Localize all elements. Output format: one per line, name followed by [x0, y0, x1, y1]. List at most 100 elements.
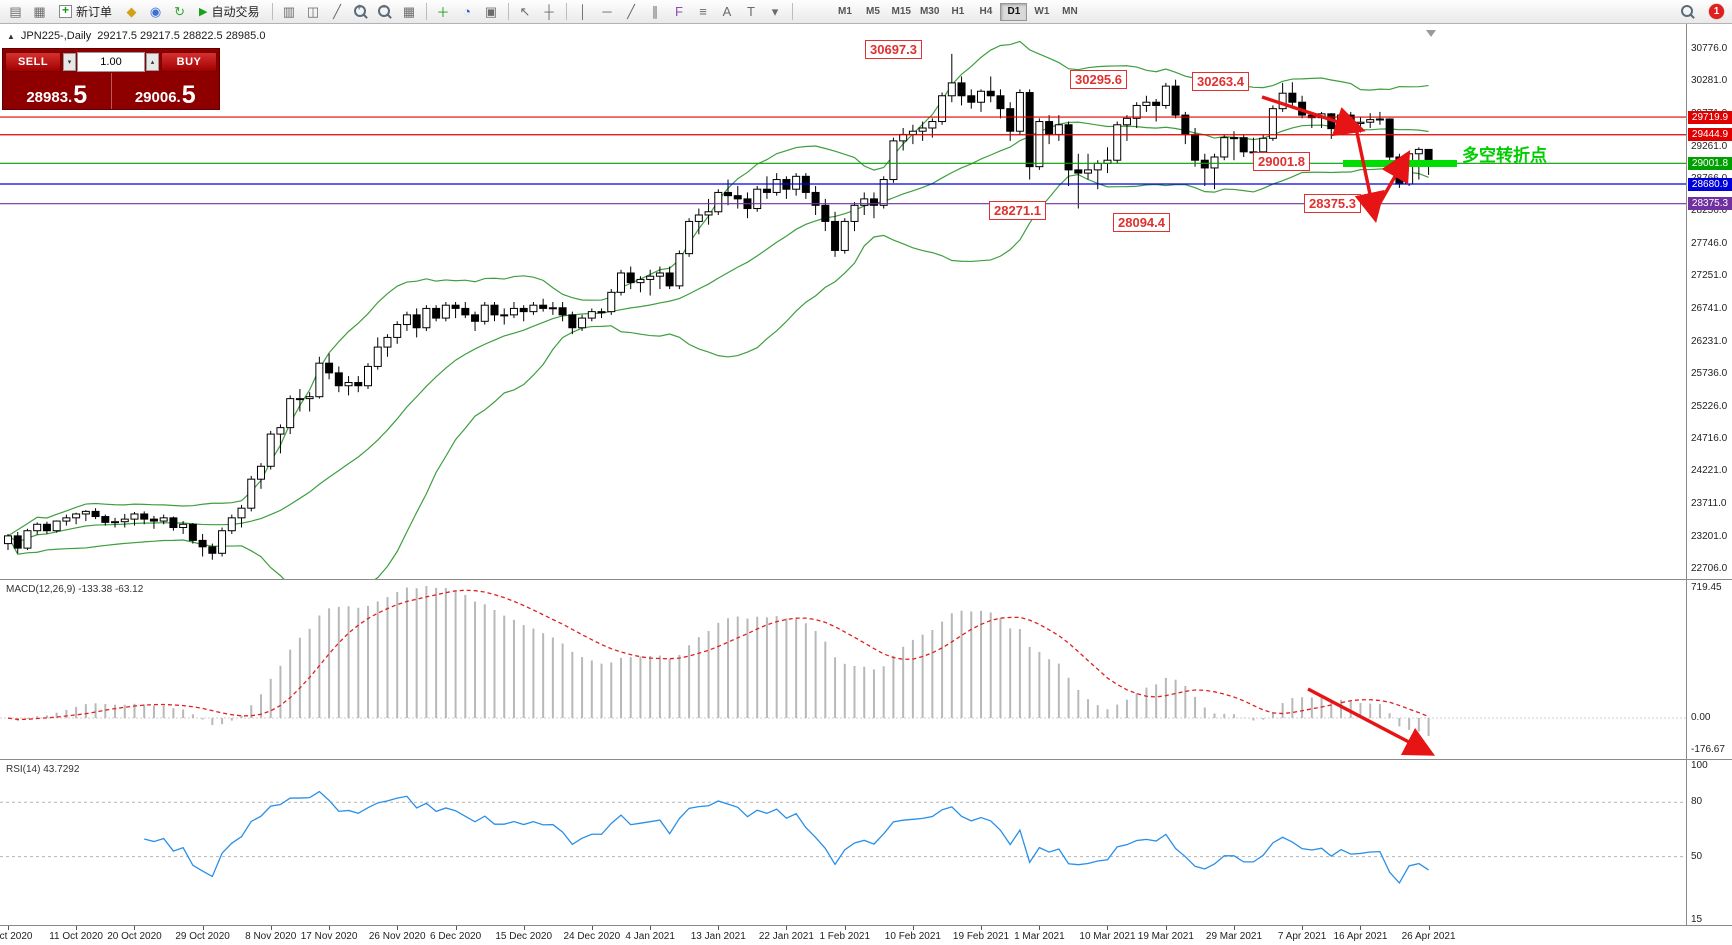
- new-order-label: 新订单: [76, 5, 113, 19]
- macd-label: MACD(12,26,9) -133.38 -63.12: [6, 584, 144, 595]
- price-tag: 28680.9: [1688, 177, 1732, 191]
- date-label: 17 Nov 2020: [300, 931, 358, 942]
- profiles-icon[interactable]: ▦: [28, 2, 51, 22]
- price-tag: 29719.9: [1688, 110, 1732, 124]
- buy-button[interactable]: BUY: [161, 52, 217, 72]
- templates-icon[interactable]: ▣: [480, 2, 503, 22]
- timeframe-button-D1[interactable]: D1: [1000, 2, 1028, 21]
- date-label: 22 Jan 2021: [758, 931, 814, 942]
- date-label: 20 Oct 2020: [107, 931, 162, 942]
- date-label: 26 Nov 2020: [368, 931, 426, 942]
- tile-windows-icon[interactable]: ▦: [398, 2, 421, 22]
- date-label: 11 Oct 2020: [49, 931, 103, 942]
- pane-separator[interactable]: [0, 579, 1732, 580]
- timeframe-button-W1[interactable]: W1: [1028, 3, 1055, 21]
- date-label: 1 Oct 2020: [0, 931, 33, 942]
- rsi-indicator-panel[interactable]: [0, 760, 1686, 925]
- date-label: 29 Oct 2020: [175, 931, 230, 942]
- date-label: 19 Mar 2021: [1137, 931, 1194, 942]
- volume-input[interactable]: [77, 52, 145, 72]
- notification-badge[interactable]: 1: [1709, 4, 1724, 19]
- buy-price[interactable]: 29006. 5: [112, 73, 220, 109]
- search-icon[interactable]: [1676, 2, 1699, 22]
- toolbar-separator: [565, 3, 567, 20]
- zoom-in-icon[interactable]: +: [350, 2, 373, 22]
- candlestick-chart-icon[interactable]: ◫: [302, 2, 325, 22]
- date-label: 6 Dec 2020: [430, 931, 482, 942]
- trendline-icon[interactable]: ╱: [620, 2, 643, 22]
- strategy-tester-icon[interactable]: ◉: [144, 2, 167, 22]
- timeframe-group: M1 M5 M15 M30 H1 H4 D1 W1 MN: [832, 2, 1084, 21]
- price-tag: 28375.3: [1688, 197, 1732, 211]
- auto-trading-play-icon: ▶: [199, 6, 208, 18]
- price-scale[interactable]: 30776.030281.029771.029261.028766.028256…: [1686, 24, 1732, 925]
- crosshair-icon[interactable]: ┼: [538, 2, 561, 22]
- new-chart-icon[interactable]: ▤: [4, 2, 27, 22]
- sell-price[interactable]: 28983. 5: [3, 73, 112, 109]
- date-label: 15 Dec 2020: [495, 931, 553, 942]
- chart-ohlc-values: 29217.5 29217.5 28822.5 28985.0: [97, 30, 266, 42]
- timeframe-button-H4[interactable]: H4: [972, 3, 999, 21]
- toolbar-separator: [271, 3, 273, 20]
- date-label: 19 Feb 2021: [952, 931, 1010, 942]
- chart-shift-marker[interactable]: [1426, 30, 1436, 37]
- timeframe-button-M1[interactable]: M1: [832, 3, 859, 21]
- timeframe-button-M30[interactable]: M30: [916, 3, 943, 21]
- horizontal-line-icon[interactable]: ─: [596, 2, 619, 22]
- toolbar-right: 1: [1676, 2, 1728, 22]
- volume-control: ▾ ▴: [63, 52, 159, 72]
- date-label: 1 Feb 2021: [819, 931, 871, 942]
- toolbar-separator: [425, 3, 427, 20]
- macd-indicator-panel[interactable]: [0, 580, 1686, 758]
- auto-trading-button[interactable]: ▶ 自动交易: [192, 2, 266, 22]
- date-label: 26 Apr 2021: [1401, 931, 1456, 942]
- auto-trading-label: 自动交易: [211, 5, 260, 19]
- chart-title: ▲ JPN225-,Daily 29217.5 29217.5 28822.5 …: [7, 30, 265, 42]
- shapes-icon[interactable]: ≡: [692, 2, 715, 22]
- date-label: 4 Jan 2021: [625, 931, 675, 942]
- date-label: 7 Apr 2021: [1277, 931, 1327, 942]
- volume-decrease-button[interactable]: ▾: [63, 53, 76, 71]
- new-order-icon: [59, 3, 72, 18]
- pane-separator[interactable]: [0, 759, 1732, 760]
- refresh-icon[interactable]: ↻: [168, 2, 191, 22]
- sell-price-main: 28983.: [26, 89, 73, 106]
- timeframe-button-H1[interactable]: H1: [944, 3, 971, 21]
- volume-increase-button[interactable]: ▴: [146, 53, 159, 71]
- text-icon[interactable]: A: [716, 2, 739, 22]
- one-click-collapse-icon[interactable]: ▲: [7, 31, 15, 41]
- channel-icon[interactable]: ∥: [644, 2, 667, 22]
- buy-price-big-digit: 5: [181, 81, 196, 109]
- new-order-button[interactable]: 新订单: [52, 2, 119, 22]
- one-click-trading-panel: SELL ▾ ▴ BUY 28983. 5 29006. 5: [2, 48, 220, 110]
- period-icon[interactable]: ◔: [456, 2, 479, 22]
- arrows-dropdown-icon[interactable]: ▾: [764, 2, 787, 22]
- sell-button[interactable]: SELL: [5, 52, 61, 72]
- toolbar: ▤ ▦ 新订单 ◆ ◉ ↻ ▶ 自动交易 ▥ ◫ ╱ + − ▦ ＋ ◔ ▣ ↖…: [0, 0, 1732, 24]
- date-label: 13 Jan 2021: [690, 931, 746, 942]
- label-icon[interactable]: T: [740, 2, 763, 22]
- date-label: 16 Apr 2021: [1333, 931, 1388, 942]
- chart-symbol-period: JPN225-,Daily: [20, 30, 92, 42]
- cursor-icon[interactable]: ↖: [514, 2, 537, 22]
- rsi-label: RSI(14) 43.7292: [6, 764, 80, 775]
- vertical-line-icon[interactable]: │: [572, 2, 595, 22]
- toolbar-separator: [791, 3, 793, 20]
- line-chart-icon[interactable]: ╱: [326, 2, 349, 22]
- depth-of-market-icon[interactable]: ◆: [120, 2, 143, 22]
- date-scale[interactable]: 1 Oct 2020 11 Oct 2020 20 Oct 2020 29 Oct 2…: [0, 925, 1732, 945]
- timeframe-button-M15[interactable]: M15: [888, 3, 915, 21]
- timeframe-button-MN[interactable]: MN: [1056, 3, 1083, 21]
- indicators-icon[interactable]: ＋: [432, 2, 455, 22]
- price-tag: 29444.9: [1688, 128, 1732, 142]
- buy-price-main: 29006.: [134, 89, 181, 106]
- timeframe-button-M5[interactable]: M5: [860, 3, 887, 21]
- zoom-out-icon[interactable]: −: [374, 2, 397, 22]
- fibonacci-icon[interactable]: F: [668, 2, 691, 22]
- bar-chart-icon[interactable]: ▥: [278, 2, 301, 22]
- main-price-chart[interactable]: [0, 24, 1686, 580]
- price-tag: 29001.8: [1688, 156, 1732, 170]
- date-label: 8 Nov 2020: [245, 931, 297, 942]
- sell-price-big-digit: 5: [73, 81, 88, 109]
